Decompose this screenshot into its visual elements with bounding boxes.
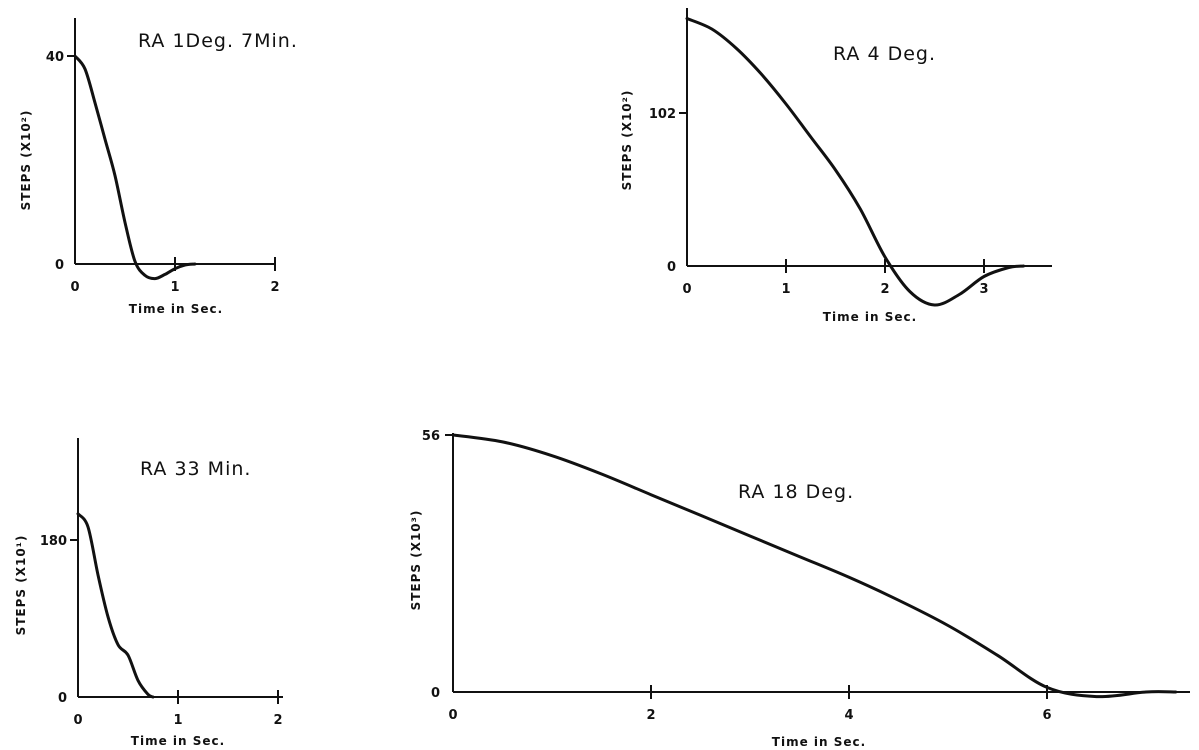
x-axis-label: Time in Sec.	[131, 734, 225, 748]
y-tick-label: 180	[40, 534, 67, 549]
x-tick-label: 2	[273, 713, 282, 728]
y-tick-label: 0	[431, 686, 440, 701]
series-line	[451, 433, 1178, 699]
y-axis-label: STEPS (X10³)	[409, 510, 423, 611]
y-tick-label: 0	[58, 691, 67, 706]
chart-ra-33min: 0 1 2 0 180 RA 33 Min. Time in Sec. STEPS (X10¹…	[14, 438, 283, 748]
y-tick-label: 0	[667, 260, 676, 275]
x-tick-label: 6	[1042, 708, 1051, 723]
x-axis-label: Time in Sec.	[823, 310, 917, 324]
y-tick-label: 40	[46, 50, 64, 65]
x-axis-label: Time in Sec.	[129, 302, 223, 316]
chart-title: RA 18 Deg.	[738, 481, 854, 503]
x-tick-label: 1	[170, 280, 179, 295]
x-tick-label: 2	[270, 280, 279, 295]
x-tick-label: 0	[682, 282, 691, 297]
x-tick-label: 2	[880, 282, 889, 297]
series-line	[685, 17, 1026, 307]
x-tick-label: 0	[70, 280, 79, 295]
chart-title: RA 4 Deg.	[833, 43, 936, 65]
x-tick-label: 1	[173, 713, 182, 728]
chart-title: RA 33 Min.	[140, 458, 251, 480]
x-tick-label: 1	[781, 282, 790, 297]
chart-ra-1deg-7min: 0 1 2 0 40 RA 1Deg. 7Min. Time in Sec. STEPS (X…	[19, 18, 298, 316]
x-tick-label: 2	[646, 708, 655, 723]
x-axis-label: Time in Sec.	[772, 735, 866, 749]
y-tick-label: 0	[55, 258, 64, 273]
chart-ra-4deg: 0 1 2 3 0 102 RA 4 Deg. Time in Sec. STEPS (X10²…	[620, 8, 1052, 324]
chart-ra-18deg: 0 2 4 6 0 56 RA 18 Deg. Time in Sec. STEPS (X10³…	[409, 429, 1190, 749]
x-tick-label: 0	[448, 708, 457, 723]
chart-title: RA 1Deg. 7Min.	[138, 30, 298, 52]
x-tick-label: 4	[844, 708, 853, 723]
x-tick-label: 0	[73, 713, 82, 728]
y-axis-label: STEPS (X10¹)	[14, 535, 28, 636]
y-tick-label: 102	[649, 107, 676, 122]
series-line	[76, 512, 155, 699]
x-tick-label: 3	[979, 282, 988, 297]
y-axis-label: STEPS (X10²)	[620, 90, 634, 191]
y-axis-label: STEPS (X10²)	[19, 110, 33, 211]
y-tick-label: 56	[422, 429, 440, 444]
series-line	[73, 54, 197, 281]
